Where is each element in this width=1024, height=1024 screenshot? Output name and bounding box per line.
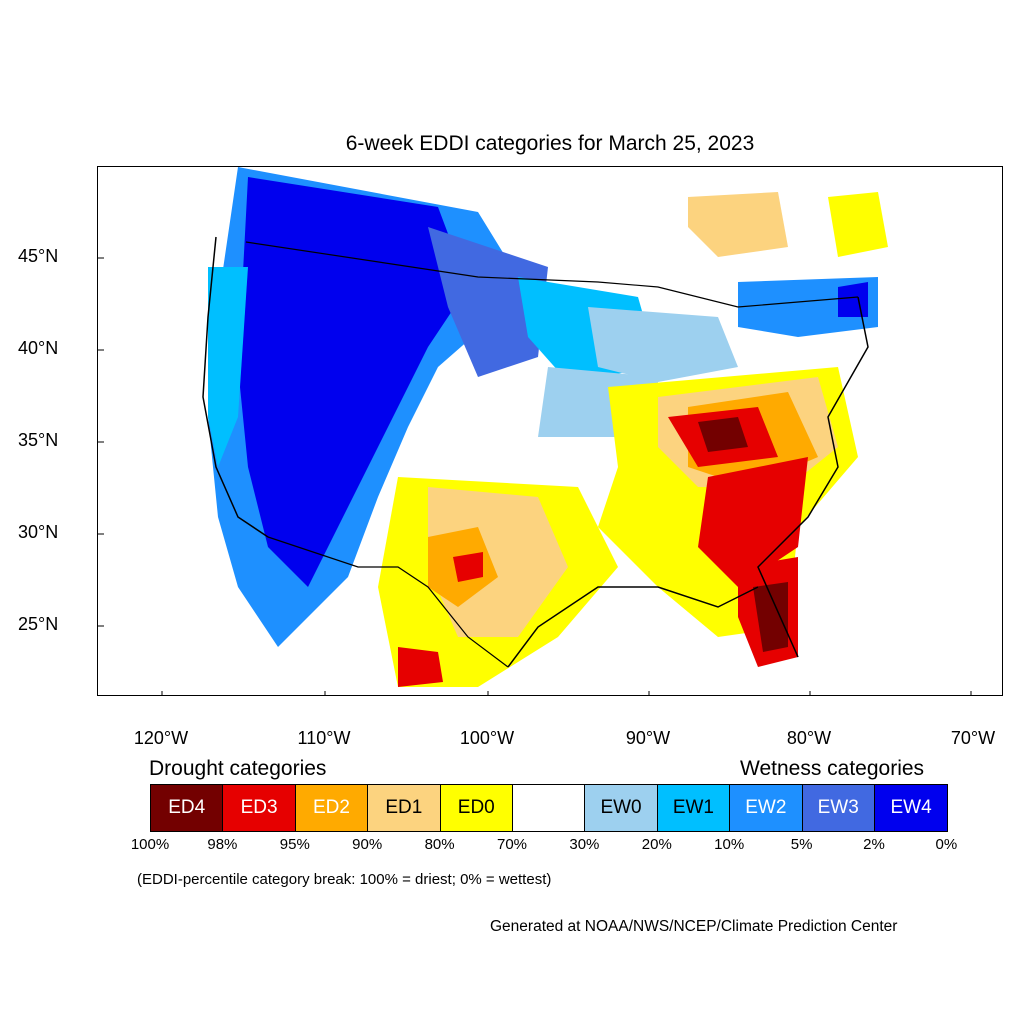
percent-break-label: 70% xyxy=(496,836,528,853)
region-florida-ed4 xyxy=(753,582,788,652)
credit-line: Generated at NOAA/NWS/NCEP/Climate Predi… xyxy=(490,918,898,935)
lat-label-25: 25°N xyxy=(18,614,59,634)
wetness-categories-label: Wetness categories xyxy=(740,757,925,780)
lon-label-80: 80°W xyxy=(786,728,832,748)
legend-box-ew3: EW3 xyxy=(802,785,875,831)
region-canada-ed0 xyxy=(828,192,888,257)
legend-box-ew4: EW4 xyxy=(874,785,948,831)
lat-label-30: 30°N xyxy=(18,522,59,542)
percent-break-label: 0% xyxy=(935,836,958,853)
legend-box-ed2: ED2 xyxy=(295,785,369,831)
lon-label-120: 120°W xyxy=(133,728,189,748)
legend-box-normal xyxy=(512,785,586,831)
lon-label-90: 90°W xyxy=(625,728,671,748)
percent-break-label: 80% xyxy=(424,836,455,853)
percent-break-label: 95% xyxy=(279,836,310,853)
legend-box-ed0: ED0 xyxy=(440,785,513,831)
legend-box-ed4: ED4 xyxy=(151,785,224,831)
region-canada-ed1 xyxy=(688,192,788,257)
legend-box-ew2: EW2 xyxy=(730,785,803,831)
legend-box-ed1: ED1 xyxy=(368,785,441,831)
region-ohio-ed4 xyxy=(698,417,748,452)
us-mexico-border xyxy=(267,536,509,668)
legend-box-ew1: EW1 xyxy=(657,785,731,831)
percent-break-label: 20% xyxy=(641,836,672,853)
map-title: 6-week EDDI categories for March 25, 202… xyxy=(345,132,755,155)
us-canada-border xyxy=(245,241,859,308)
drought-categories-label: Drought categories xyxy=(149,757,327,780)
west-coast xyxy=(202,236,269,538)
region-west-ew4 xyxy=(238,177,468,587)
region-carolina-ed3 xyxy=(698,457,808,587)
percent-break-label: 98% xyxy=(207,836,238,853)
lon-label-110: 110°W xyxy=(297,728,351,748)
region-ne-ew4 xyxy=(838,282,868,317)
percent-break-label: 2% xyxy=(863,836,885,853)
map-panel xyxy=(97,166,1003,696)
lat-label-40: 40°N xyxy=(18,338,59,358)
region-greatlakes-ew0 xyxy=(588,307,738,382)
lon-label-100: 100°W xyxy=(459,728,515,748)
percent-break-label: 30% xyxy=(569,836,600,853)
percent-break-label: 10% xyxy=(714,836,745,853)
legend-box-ed3: ED3 xyxy=(223,785,296,831)
color-legend: ED4 ED3 ED2 ED1 ED0 EW0 EW1 EW2 EW3 EW4 xyxy=(150,784,949,832)
region-texas-south-ed3 xyxy=(398,647,443,687)
category-note: (EDDI-percentile category break: 100% = … xyxy=(137,871,552,888)
east-coast xyxy=(757,296,869,658)
region-texas-ed3 xyxy=(453,552,483,582)
legend-box-ew0: EW0 xyxy=(585,785,658,831)
eddi-map xyxy=(98,167,972,695)
percent-break-label: 90% xyxy=(352,836,383,853)
lon-label-70: 70°W xyxy=(950,728,996,748)
lat-label-35: 35°N xyxy=(18,430,59,450)
region-north-ew3 xyxy=(428,227,548,377)
gulf-coast xyxy=(507,586,759,668)
region-coast-ew1 xyxy=(208,267,248,467)
percent-break-label: 5% xyxy=(790,836,813,853)
percent-break-label: 100% xyxy=(130,836,170,853)
lat-label-45: 45°N xyxy=(18,246,59,266)
